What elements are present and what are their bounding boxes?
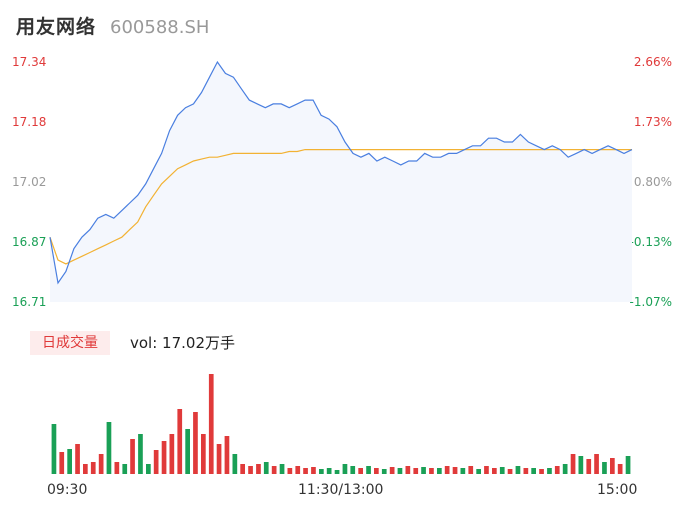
volume-bar [193,412,198,474]
volume-bar [381,469,387,474]
volume-bar [374,468,379,474]
x-tick-label: 11:30/13:00 [298,482,384,498]
volume-bar [539,469,544,474]
volume-bar [389,467,395,474]
volume-bar [617,464,623,474]
price-area [50,62,632,302]
price-tick-label: 16.87 [12,235,47,249]
volume-bar [602,462,607,474]
volume-bar [287,468,293,474]
volume-bar [185,429,190,474]
volume-bar [421,467,426,474]
price-tick-label: 17.18 [12,115,47,129]
volume-bar [59,452,65,474]
stock-code: 600588.SH [110,17,210,38]
volume-bar [625,456,631,474]
volume-bar [248,466,253,474]
volume-bar [146,464,151,474]
volume-bar [319,469,324,474]
volume-bar [138,434,143,474]
volume-bar [169,434,175,474]
volume-bar [311,467,316,474]
average-price-line [49,149,632,265]
volume-bar [452,467,458,474]
pct-tick-label: 0.80% [633,175,672,189]
volume-bar [122,464,128,474]
volume-bar [106,422,112,474]
x-tick-label: 15:00 [597,482,638,498]
volume-bar [413,468,419,474]
volume-bar [586,459,592,474]
volume-bar [397,468,403,474]
volume-bar [326,468,332,474]
volume-bar [484,466,489,474]
volume-bar [295,466,301,474]
volume-bar [303,468,308,474]
pct-tick-label: -0.13% [629,235,672,249]
pct-tick-label: 2.66% [633,55,672,69]
x-tick-label: 09:30 [47,482,88,498]
volume-bar [334,470,340,474]
volume-bar [358,468,363,474]
volume-bar [98,454,104,474]
volume-bar [460,468,466,474]
volume-bar [201,434,206,474]
volume-bar [67,449,72,474]
volume-bar [161,441,167,474]
volume-bar [578,456,584,474]
volume-bar [405,466,411,474]
volume-bar [350,466,356,474]
volume-bar [224,436,230,474]
volume-bar [51,424,57,474]
volume-bar [515,466,521,474]
volume-bar [114,462,120,474]
volume-bar [208,374,214,474]
volume-bar [468,466,474,474]
volume-bar [523,468,529,474]
volume-bar [366,466,371,474]
volume-bar [444,466,450,474]
price-line [49,60,633,285]
volume-bar [263,462,269,474]
volume-bar [342,464,348,474]
volume-bar [476,469,481,474]
volume-bar [610,458,615,474]
stock-name: 用友网络 [16,16,97,38]
volume-bar [232,454,238,474]
pct-tick-label: -1.07% [629,295,672,309]
volume-bar [554,466,560,474]
volume-bar [547,468,552,474]
volume-bar [492,468,497,474]
volume-bar [499,467,505,474]
volume-bar [271,466,277,474]
volume-bar [531,468,536,474]
volume-bar [177,409,183,474]
volume-bar [562,464,568,474]
price-tick-label: 16.71 [12,295,47,309]
price-tick-label: 17.02 [12,175,47,189]
volume-bar [594,454,599,474]
volume-bar [83,464,88,474]
stock-header: 用友网络 600588.SH [16,12,209,40]
pct-tick-label: 1.73% [633,115,672,129]
volume-bar [75,444,80,474]
volume-summary: vol: 17.02万手 [130,334,235,352]
volume-bar [240,464,245,474]
volume-bar [256,464,261,474]
volume-bar [153,450,159,474]
volume-bar [570,454,576,474]
volume-bar [507,469,513,474]
price-tick-label: 17.34 [12,55,47,69]
volume-bar [279,464,285,474]
volume-tab[interactable]: 日成交量 [30,331,110,355]
volume-bar [130,439,135,474]
volume-bar [216,444,222,474]
volume-bar [437,468,442,474]
volume-bar [90,462,96,474]
volume-bar [429,468,434,474]
